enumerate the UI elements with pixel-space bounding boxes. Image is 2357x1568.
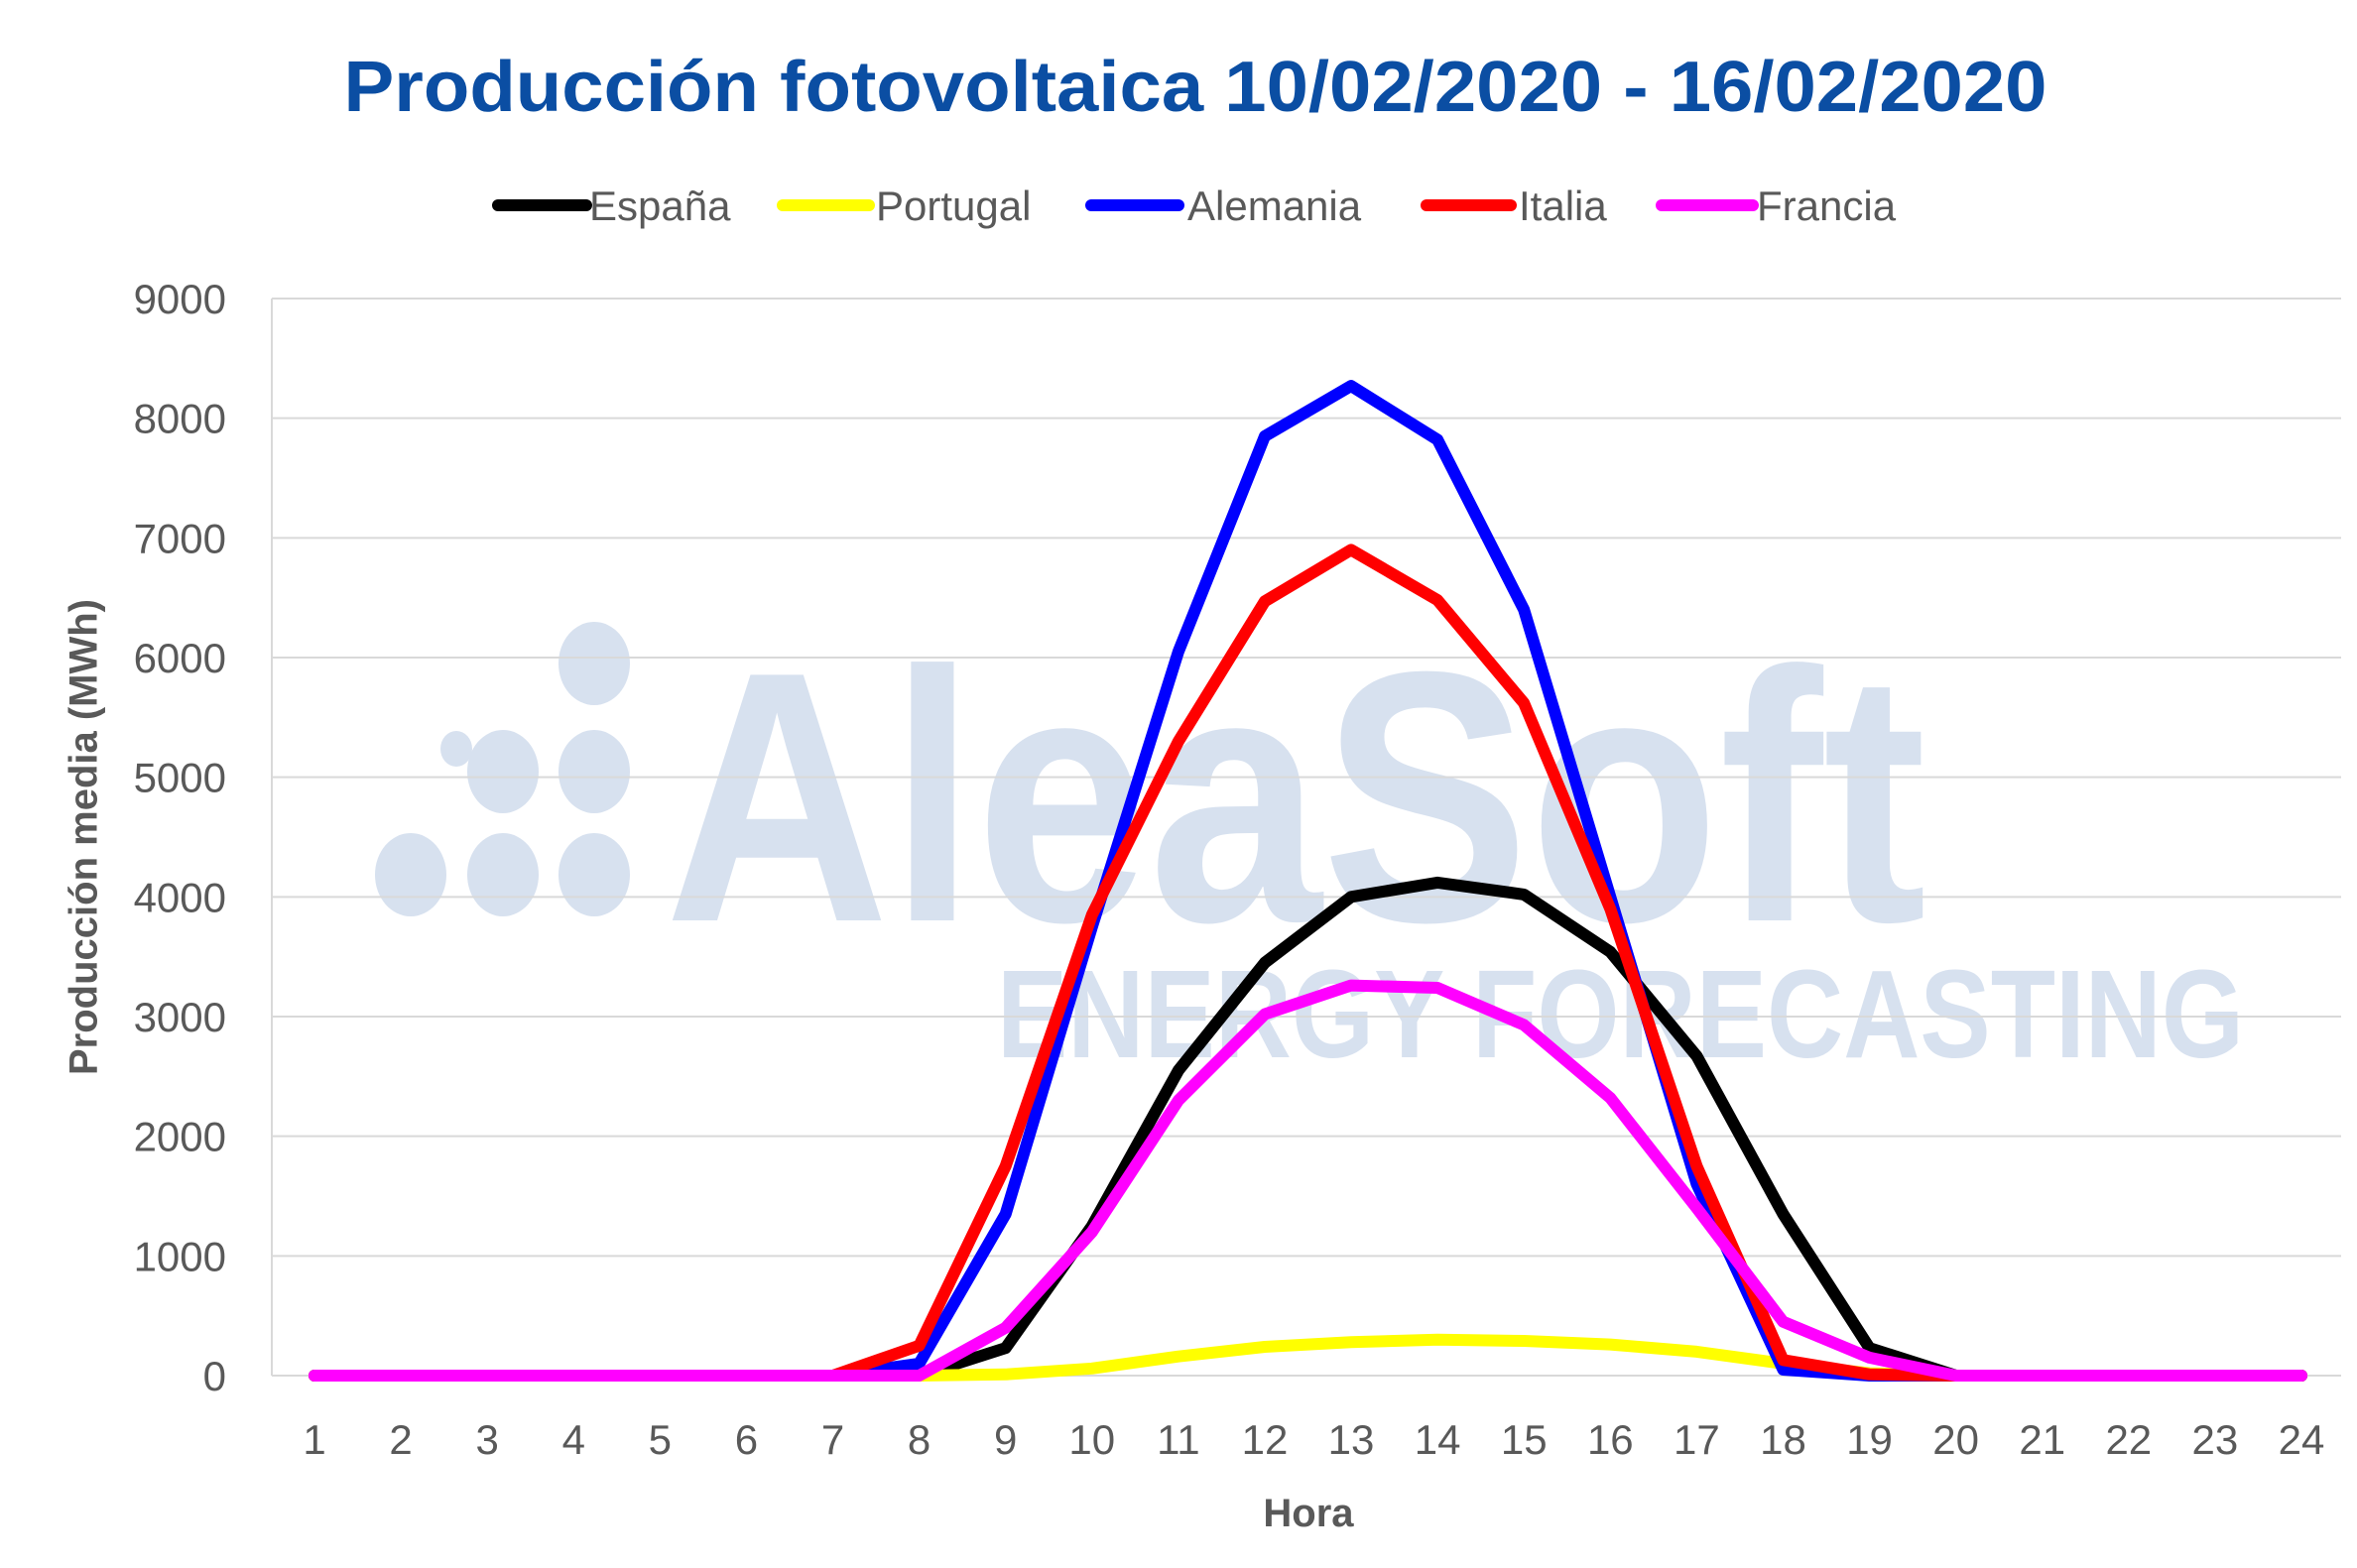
chart-title: Producción fotovoltaica 10/02/2020 - 16/… bbox=[344, 48, 2047, 127]
legend-item-italia: Italia bbox=[1421, 182, 1607, 229]
x-tick-label: 21 bbox=[2019, 1416, 2065, 1463]
y-tick-label: 4000 bbox=[134, 874, 226, 920]
aleasoft-watermark: AleaSoft ENERGY FORECASTING bbox=[375, 598, 2244, 1084]
y-tick-label: 6000 bbox=[134, 635, 226, 681]
y-tick-label: 3000 bbox=[134, 994, 226, 1040]
legend-label: Italia bbox=[1519, 182, 1607, 229]
x-tick-label: 2 bbox=[389, 1416, 412, 1463]
x-tick-label: 15 bbox=[1501, 1416, 1548, 1463]
y-tick-label: 9000 bbox=[134, 276, 226, 322]
x-tick-label: 10 bbox=[1068, 1416, 1115, 1463]
y-tick-label: 1000 bbox=[134, 1233, 226, 1279]
x-tick-label: 12 bbox=[1242, 1416, 1289, 1463]
y-tick-label: 8000 bbox=[134, 396, 226, 442]
aleasoft-dots-logo bbox=[375, 622, 630, 916]
x-axis-title: Hora bbox=[1263, 1492, 1354, 1535]
x-tick-label: 18 bbox=[1760, 1416, 1806, 1463]
x-tick-label: 3 bbox=[475, 1416, 498, 1463]
legend-item-alemania: Alemania bbox=[1085, 182, 1362, 229]
legend-item-francia: Francia bbox=[1656, 182, 1897, 229]
series-line-francia bbox=[309, 979, 2307, 1382]
legend-item-portugal: Portugal bbox=[777, 182, 1031, 229]
x-tick-label: 13 bbox=[1328, 1416, 1375, 1463]
y-tick-label: 5000 bbox=[134, 755, 226, 801]
y-axis-title: Producción media (MWh) bbox=[62, 599, 106, 1075]
x-tick-label: 11 bbox=[1157, 1416, 1200, 1463]
series-lines bbox=[309, 380, 2307, 1382]
x-tick-label: 7 bbox=[821, 1416, 844, 1463]
x-tick-label: 1 bbox=[303, 1416, 325, 1463]
legend-label: Francia bbox=[1757, 182, 1897, 229]
x-tick-label: 4 bbox=[562, 1416, 585, 1463]
x-tick-label: 19 bbox=[1846, 1416, 1893, 1463]
legend-label: Alemania bbox=[1187, 182, 1362, 229]
x-tick-label: 16 bbox=[1587, 1416, 1634, 1463]
y-tick-label: 7000 bbox=[134, 515, 226, 561]
legend-label: España bbox=[589, 182, 731, 229]
legend-item-espana: España bbox=[492, 182, 731, 229]
x-tick-label: 24 bbox=[2279, 1416, 2325, 1463]
x-tick-label: 23 bbox=[2192, 1416, 2239, 1463]
x-tick-label: 9 bbox=[994, 1416, 1017, 1463]
x-tick-label: 20 bbox=[1932, 1416, 1979, 1463]
watermark-brand: AleaSoft bbox=[665, 598, 1926, 997]
x-tick-label: 6 bbox=[735, 1416, 758, 1463]
x-tick-label: 14 bbox=[1415, 1416, 1461, 1463]
x-tick-label: 17 bbox=[1674, 1416, 1720, 1463]
x-tick-label: 8 bbox=[908, 1416, 930, 1463]
y-tick-label: 0 bbox=[203, 1353, 226, 1399]
x-tick-label: 5 bbox=[649, 1416, 672, 1463]
legend-label: Portugal bbox=[876, 182, 1031, 229]
legend: España Portugal Alemania Italia Francia bbox=[492, 182, 1897, 229]
y-tick-label: 2000 bbox=[134, 1114, 226, 1160]
x-tick-label: 22 bbox=[2105, 1416, 2152, 1463]
